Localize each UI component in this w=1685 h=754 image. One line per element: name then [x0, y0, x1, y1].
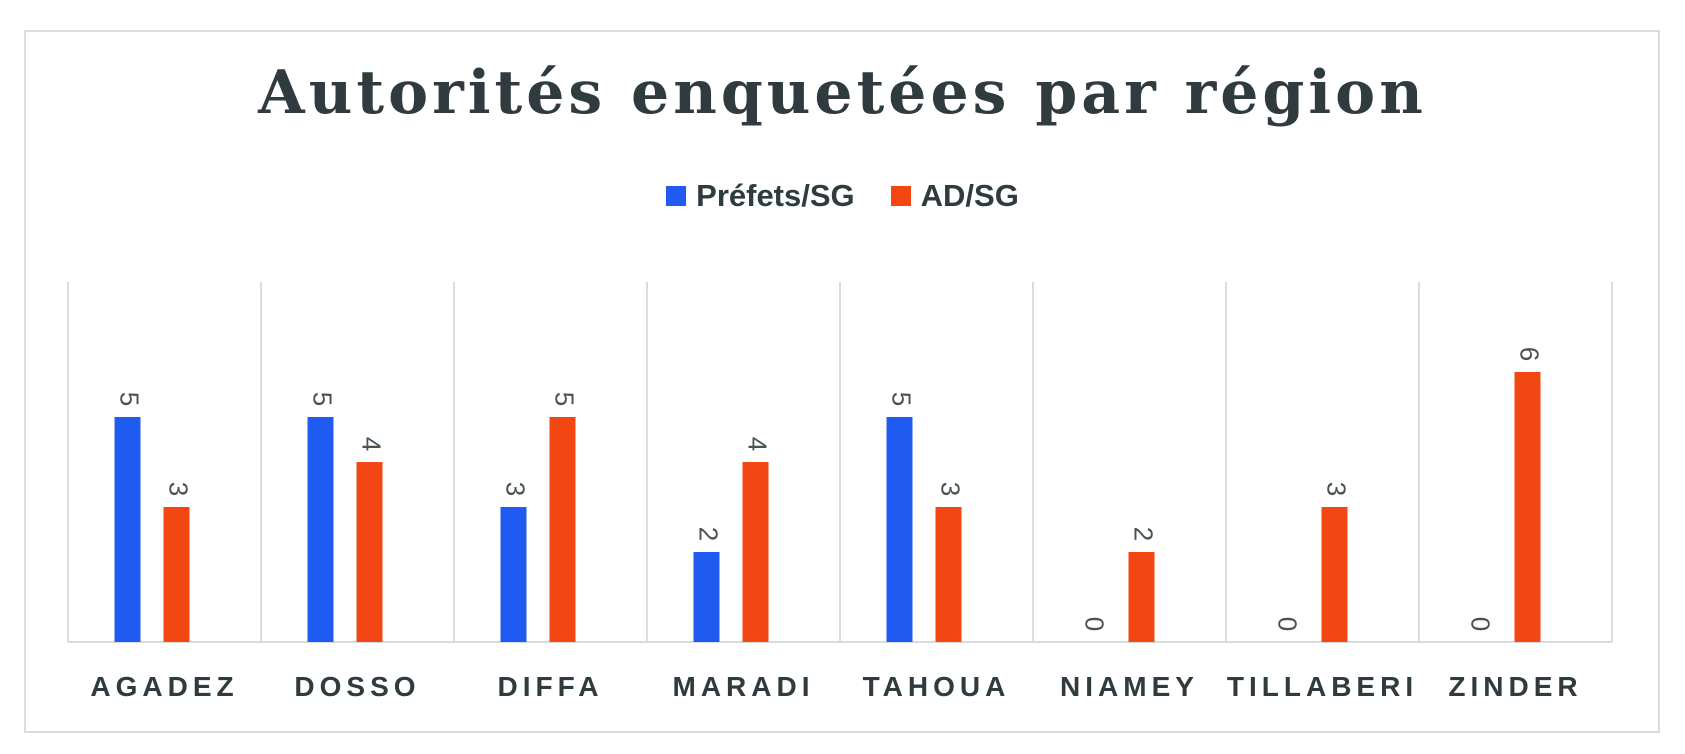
legend-swatch-ad [890, 186, 911, 206]
bar-agadez-series2 [163, 507, 190, 642]
x-tick-label-diffa: DIFFA [498, 671, 604, 702]
data-label-zinder-series2: 6 [1515, 347, 1545, 361]
bar-tillaberi-series2 [1321, 507, 1348, 642]
chart-legend: Préfets/SG AD/SG [0, 178, 1685, 214]
bar-niamey-series2 [1128, 552, 1155, 642]
legend-item-prefets: Préfets/SG [666, 178, 855, 214]
chart-title: Autorités enquetées par région [258, 58, 1427, 128]
bar-diffa-series2 [549, 417, 576, 642]
bar-agadez-series1 [114, 417, 141, 642]
x-tick-label-dosso: DOSSO [294, 671, 420, 702]
legend-label-ad: AD/SG [920, 178, 1019, 213]
legend-swatch-prefets [666, 186, 687, 206]
bar-diffa-series1 [500, 507, 527, 642]
chart-frame [24, 30, 1660, 733]
data-label-dosso-series2: 4 [357, 437, 387, 451]
bar-maradi-series1 [693, 552, 720, 642]
data-label-agadez-series2: 3 [164, 482, 194, 496]
x-tick-label-maradi: MARADI [673, 671, 815, 702]
bar-tahoua-series2 [935, 507, 962, 642]
data-label-tahoua-series2: 3 [936, 482, 966, 496]
x-tick-label-tahoua: TAHOUA [863, 671, 1011, 702]
data-label-tillaberi-series1: 0 [1273, 617, 1303, 631]
data-label-tillaberi-series2: 3 [1322, 482, 1352, 496]
data-label-zinder-series1: 0 [1466, 617, 1496, 631]
legend-item-ad: AD/SG [890, 178, 1019, 214]
data-label-dosso-series1: 5 [308, 392, 338, 406]
data-label-diffa-series1: 3 [501, 482, 531, 496]
bar-maradi-series2 [742, 462, 769, 642]
legend-label-prefets: Préfets/SG [696, 178, 855, 213]
x-tick-label-niamey: NIAMEY [1060, 671, 1199, 702]
bar-dosso-series1 [307, 417, 334, 642]
data-label-niamey-series2: 2 [1129, 527, 1159, 541]
bar-tahoua-series1 [886, 417, 913, 642]
data-label-diffa-series2: 5 [550, 392, 580, 406]
bar-dosso-series2 [356, 462, 383, 642]
data-label-tahoua-series1: 5 [887, 392, 917, 406]
bar-zinder-series2 [1514, 372, 1541, 642]
x-tick-label-zinder: ZINDER [1448, 671, 1582, 702]
data-label-maradi-series1: 2 [694, 527, 724, 541]
data-label-maradi-series2: 4 [743, 437, 773, 451]
data-label-agadez-series1: 5 [115, 392, 145, 406]
data-label-niamey-series1: 0 [1080, 617, 1110, 631]
x-tick-label-tillaberi: TILLABERI [1227, 671, 1418, 702]
x-tick-label-agadez: AGADEZ [90, 671, 238, 702]
